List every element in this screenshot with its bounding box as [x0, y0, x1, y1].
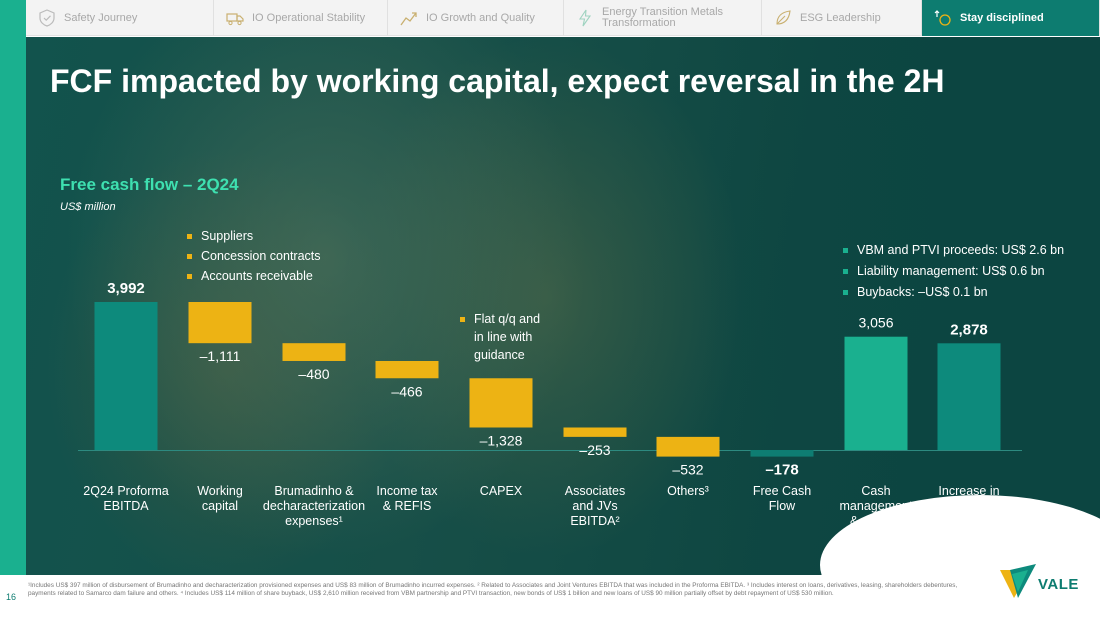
tab-safety-journey[interactable]: Safety Journey [26, 0, 214, 36]
bar-1 [94, 302, 158, 450]
annotation-text: Accounts receivable [201, 269, 313, 283]
annotation-text: Buybacks: –US$ 0.1 bn [857, 285, 988, 299]
annotation-text: Liability management: US$ 0.6 bn [857, 264, 1045, 278]
annotation-item: VBM and PTVI proceeds: US$ 2.6 bn [843, 240, 1064, 261]
category-label-2: Working capital [197, 484, 243, 513]
coin-arrows-icon [934, 9, 952, 27]
bullet-square [843, 248, 848, 253]
vale-logo-text: VALE [1038, 576, 1079, 593]
category-label-1: 2Q24 Proforma EBITDA [83, 484, 169, 513]
annotation-text: Concession contracts [201, 249, 321, 263]
page-number: 16 [6, 592, 17, 602]
slide-title: FCF impacted by working capital, expect … [50, 63, 945, 99]
value-label-8: –178 [765, 462, 798, 479]
tab-label: IO Growth and Quality [426, 11, 535, 24]
shield-check-icon [38, 9, 56, 27]
value-label-3: –480 [298, 366, 329, 382]
tab-label: IO Operational Stability [252, 11, 366, 24]
category-label-4: Income tax & REFIS [376, 484, 438, 513]
tab-label: Stay disciplined [960, 11, 1044, 24]
vale-logo: VALE [998, 562, 1088, 602]
left-accent-stripe [0, 0, 26, 575]
annotation-text: Flat q/q and in line with guidance [474, 312, 541, 362]
tab-label: ESG Leadership [800, 11, 881, 24]
bullet-square [187, 233, 192, 239]
annotation-item: Liability management: US$ 0.6 bn [843, 261, 1064, 282]
vale-logo-mark [1000, 564, 1036, 598]
annotation-item: Suppliers [187, 226, 321, 246]
chart-title: Free cash flow – 2Q24 [60, 175, 239, 194]
value-label-9: 3,056 [858, 315, 893, 331]
category-label-8: Free Cash Flow [753, 484, 811, 513]
waterfall-chart: 3,992 2Q24 Proforma EBITDA –1,111 Working cap… [78, 280, 1022, 528]
category-label-3: Brumadinho & decharacterization expenses¹ [263, 484, 365, 528]
cash-management-notes: VBM and PTVI proceeds: US$ 2.6 bn Liabili… [843, 240, 1064, 303]
tab-io-growth-and-quality[interactable]: IO Growth and Quality [388, 0, 564, 36]
tab-stay-disciplined[interactable]: Stay disciplined [922, 0, 1100, 36]
value-label-1: 3,992 [107, 280, 145, 297]
left-accent-bar: 16 [0, 0, 26, 619]
lightning-icon [576, 9, 594, 27]
category-label-7: Others³ [667, 484, 709, 498]
top-navigation: Safety Journey IO Operational Stability IO… [26, 0, 1100, 36]
bullet-square [187, 273, 192, 279]
value-label-7: –532 [672, 462, 703, 478]
working-capital-notes: Suppliers Concession contracts Accounts re… [187, 226, 321, 286]
bullet-square [187, 253, 192, 259]
annotation-item: Buybacks: –US$ 0.1 bn [843, 282, 1064, 303]
annotation-text: Suppliers [201, 229, 254, 243]
tab-label: Safety Journey [64, 11, 138, 24]
category-label-5: CAPEX [480, 484, 523, 498]
capex-note: Flat q/q and in line with guidance [460, 310, 540, 364]
bar-4 [375, 360, 439, 379]
tab-esg-leadership[interactable]: ESG Leadership [762, 0, 922, 36]
chart-growth-icon [400, 9, 418, 27]
annotation-item: Accounts receivable [187, 266, 321, 286]
tab-energy-transition-metals-transformation[interactable]: Energy Transition Metals Transformation [564, 0, 762, 36]
bar-8 [750, 450, 814, 457]
value-label-5: –1,328 [480, 432, 523, 448]
tab-io-operational-stability[interactable]: IO Operational Stability [214, 0, 388, 36]
bar-10 [937, 343, 1001, 450]
annotation-text: VBM and PTVI proceeds: US$ 2.6 bn [857, 243, 1065, 257]
bar-2 [188, 302, 252, 344]
value-label-2: –1,111 [200, 348, 241, 364]
bar-7 [656, 436, 720, 457]
tab-label: Energy Transition Metals Transformation [602, 6, 724, 29]
category-label-9: Cash management & others⁴ [840, 484, 913, 528]
footnote: ¹Includes US$ 397 million of disbursemen… [28, 582, 958, 597]
category-label-6: Associates and JVs EBITDA² [565, 484, 625, 528]
value-label-6: –253 [579, 442, 610, 458]
bar-6 [563, 427, 627, 437]
truck-icon [226, 9, 244, 27]
bar-3 [282, 343, 346, 361]
bullet-square [843, 269, 848, 274]
category-label-10: Increase in cash and cash equivalents [929, 484, 1010, 528]
annotation-item: Concession contracts [187, 246, 321, 266]
annotation-item: Flat q/q and in line with guidance [460, 310, 540, 364]
chart-unit: US$ million [60, 201, 116, 213]
value-label-4: –466 [391, 383, 422, 399]
leaf-icon [774, 9, 792, 27]
bar-5 [469, 378, 533, 428]
bullet-square [460, 317, 465, 322]
bar-9 [844, 336, 908, 450]
value-label-10: 2,878 [950, 321, 988, 338]
bullet-square [843, 290, 848, 295]
